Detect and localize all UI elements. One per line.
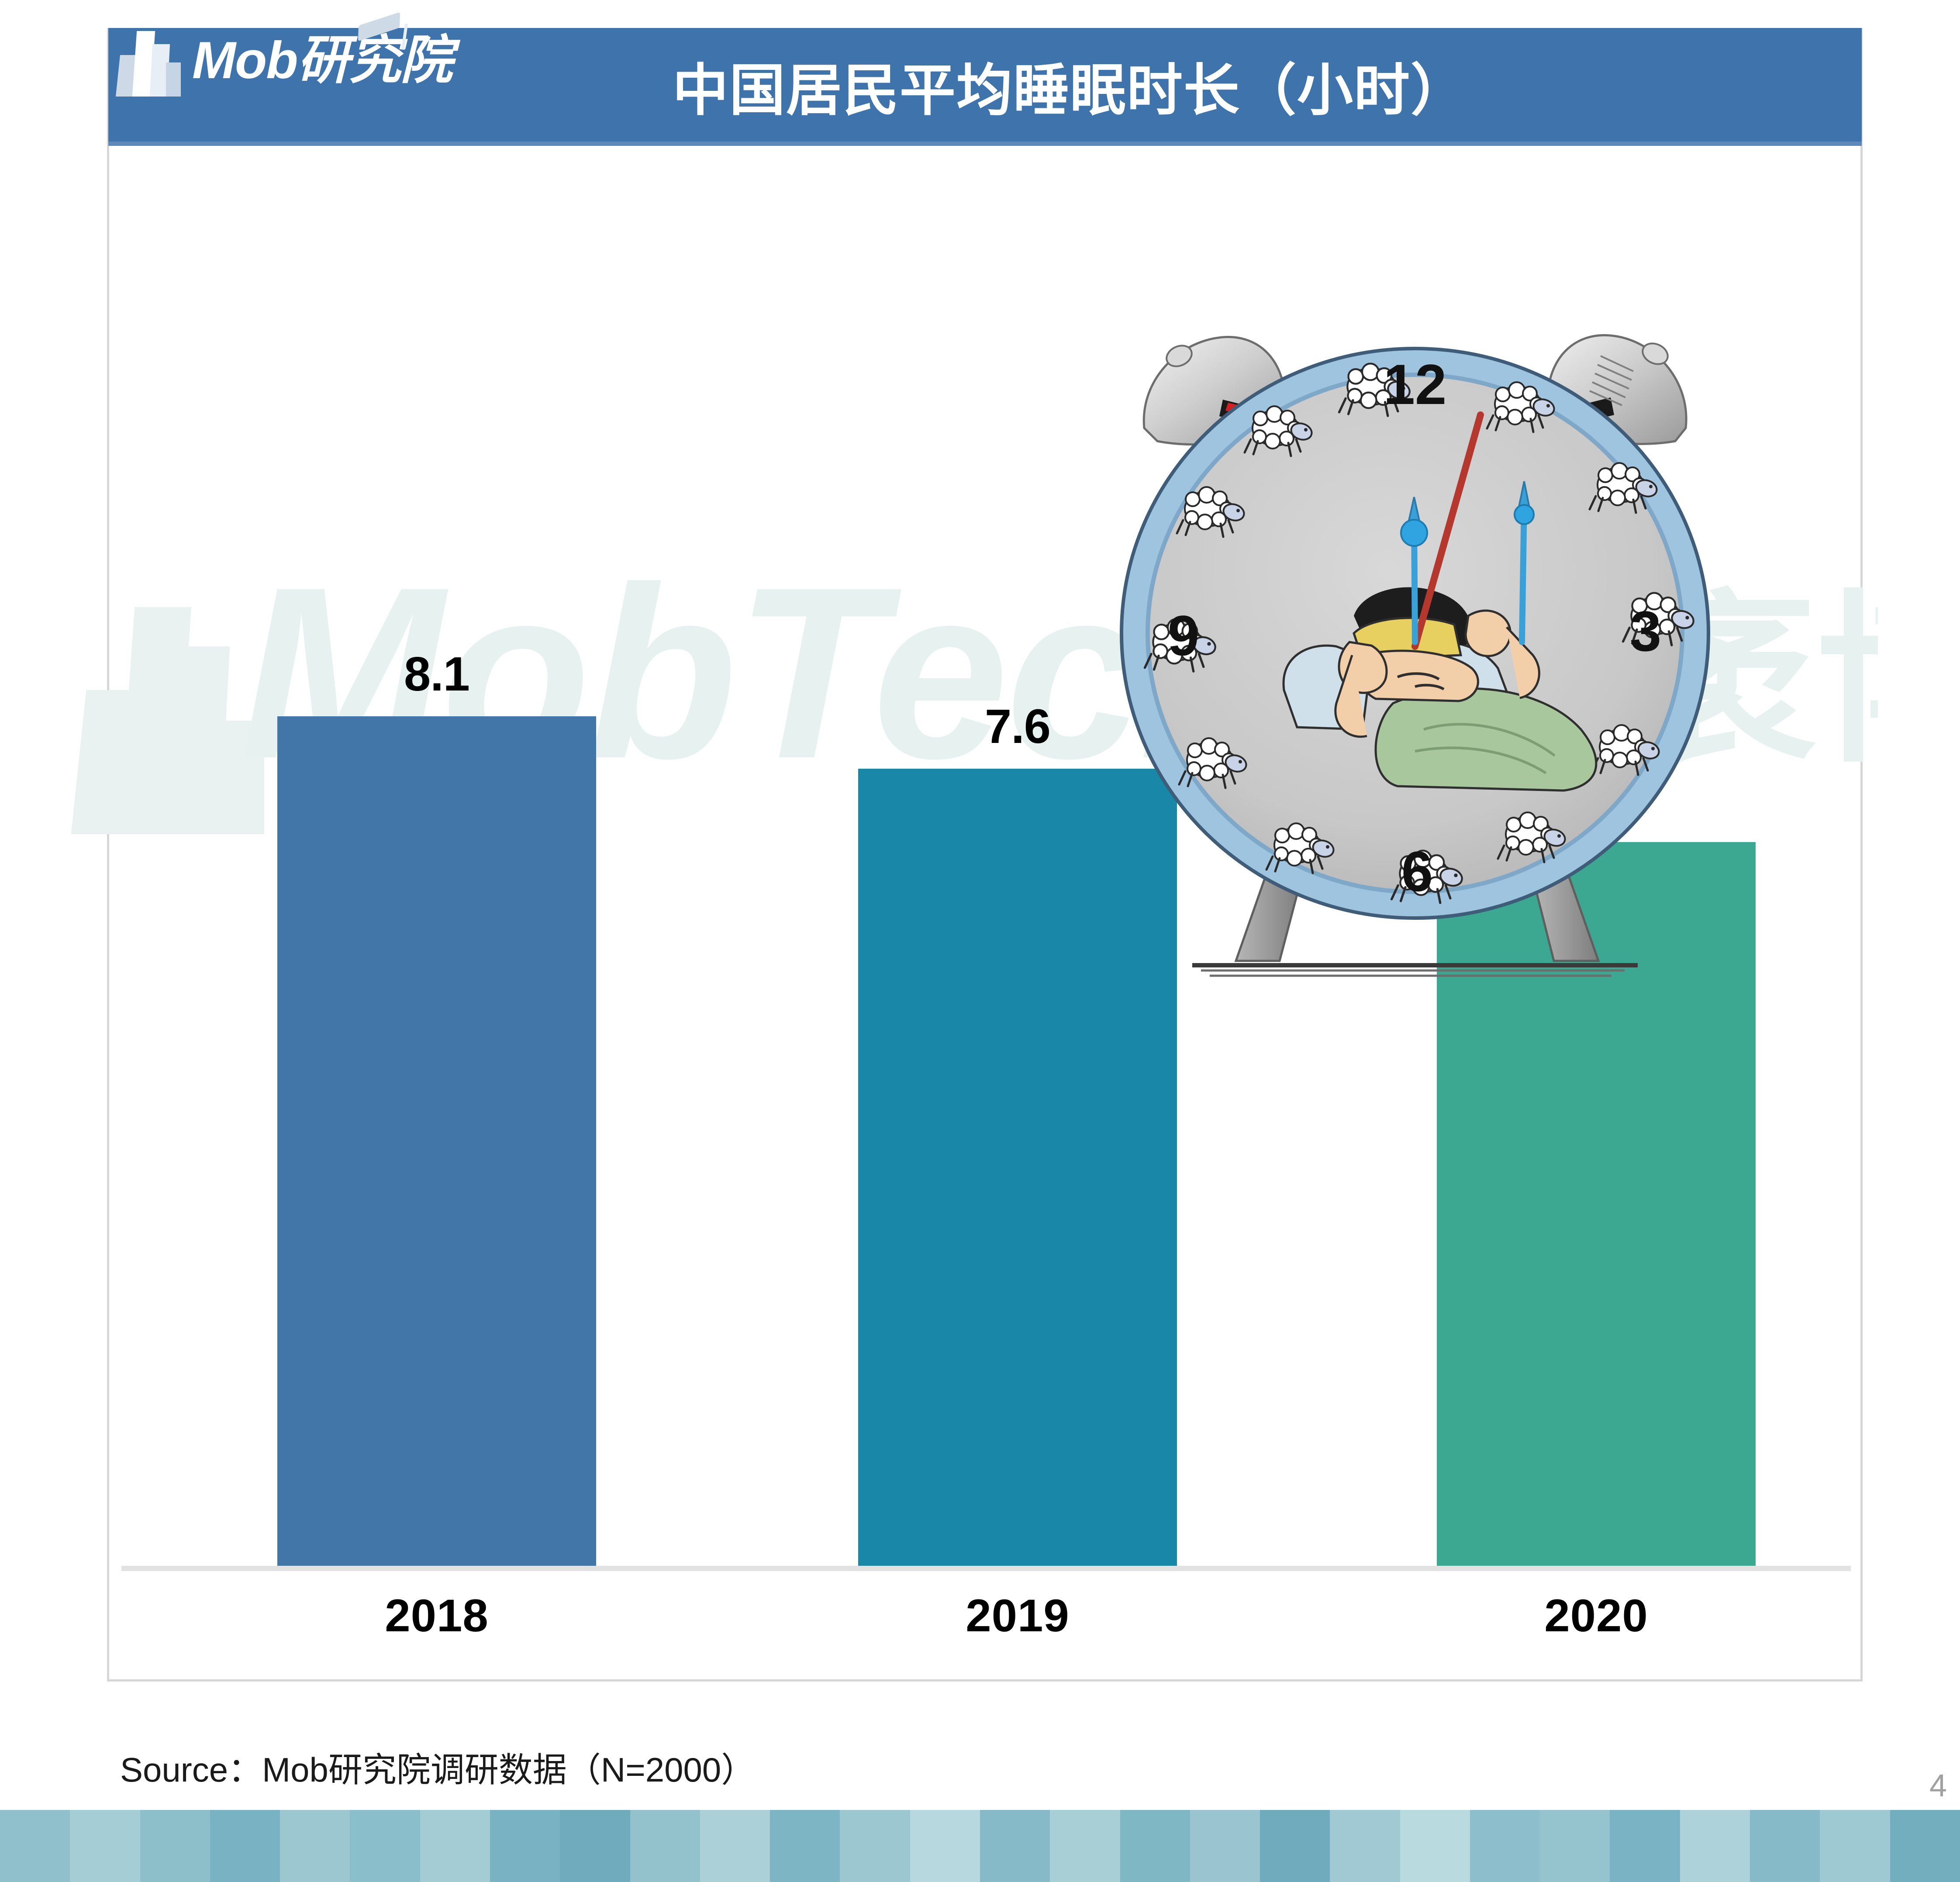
bar-2018[interactable]: 8.1: [277, 647, 596, 1566]
footer-stripe: [1120, 1810, 1190, 1882]
footer-stripe: [1330, 1810, 1400, 1882]
footer-stripe-band: [0, 1810, 1960, 1882]
footer-stripe: [1190, 1810, 1260, 1882]
footer-stripe: [1400, 1810, 1470, 1882]
footer-stripe: [630, 1810, 700, 1882]
x-axis-line: [121, 1566, 1851, 1571]
brand-name-label: Mob研究院: [192, 31, 453, 90]
bar-value-label: 7.6: [985, 700, 1051, 753]
svg-text:12: 12: [1384, 352, 1447, 416]
footer-stripe: [490, 1810, 560, 1882]
footer-stripe: [910, 1810, 980, 1882]
footer-stripe: [1820, 1810, 1890, 1882]
footer-stripe: [1540, 1810, 1610, 1882]
header-underline: [108, 142, 1862, 146]
page-number: 4: [1929, 1768, 1947, 1803]
footer-stripe: [560, 1810, 630, 1882]
footer-stripe: [280, 1810, 350, 1882]
footer-stripe: [140, 1810, 210, 1882]
x-axis-label-2019: 2019: [966, 1590, 1070, 1641]
footer-stripe: [700, 1810, 770, 1882]
brand-logo[interactable]: Mob研究院: [116, 12, 453, 104]
footer-stripe: [1610, 1810, 1680, 1882]
source-note: Source：Mob研究院调研数据（N=2000）: [120, 1751, 756, 1789]
bar-value-label: 8.1: [404, 647, 470, 701]
footer-stripe: [840, 1810, 910, 1882]
header-band: [108, 28, 1862, 146]
x-axis-label-2018: 2018: [385, 1590, 489, 1641]
footer-stripe: [770, 1810, 840, 1882]
footer-stripe: [1470, 1810, 1540, 1882]
footer-stripe: [70, 1810, 140, 1882]
svg-text:6: 6: [1401, 839, 1433, 903]
footer-stripe: [1750, 1810, 1820, 1882]
footer-stripe: [1890, 1810, 1960, 1882]
footer-stripe: [1260, 1810, 1330, 1882]
x-axis-label-2020: 2020: [1544, 1590, 1648, 1641]
footer-stripe: [420, 1810, 490, 1882]
alarm-clock-illustration: 12 3 6 9: [1092, 310, 1738, 991]
footer-stripe: [210, 1810, 280, 1882]
graduation-cap-icon: [357, 12, 410, 50]
svg-text:3: 3: [1630, 599, 1661, 663]
footer-stripe: [0, 1810, 70, 1882]
footer-stripe: [350, 1810, 420, 1882]
footer-stripe: [1050, 1810, 1120, 1882]
bar-2019[interactable]: 7.6: [858, 700, 1177, 1566]
page-title: 中国居民平均睡眠时长（小时）: [672, 59, 1467, 122]
footer-stripe: [1680, 1810, 1750, 1882]
footer-stripe: [980, 1810, 1050, 1882]
svg-text:9: 9: [1168, 604, 1199, 667]
building-icon: [116, 24, 188, 97]
